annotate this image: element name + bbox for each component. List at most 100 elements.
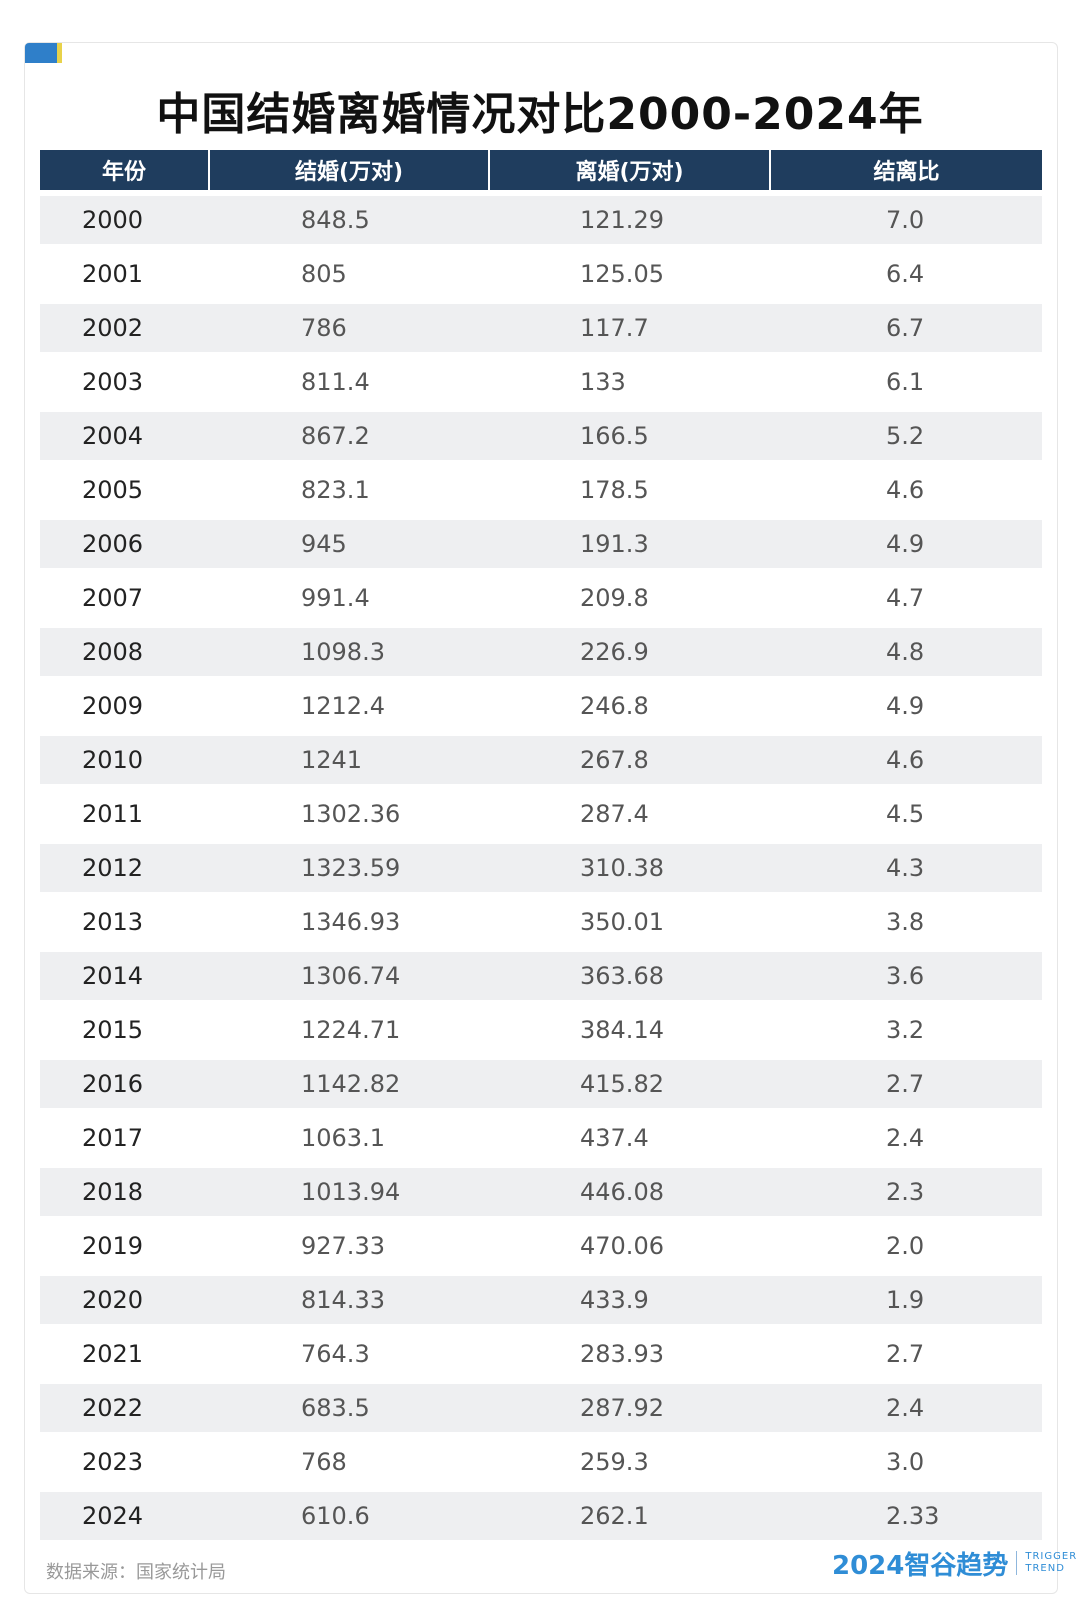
- cell-year: 2018: [82, 1178, 144, 1206]
- cell-ratio: 3.0: [886, 1448, 925, 1476]
- cell-year: 2007: [82, 584, 144, 612]
- table-body: 2000 848.5 121.29 7.0 2001 805 125.05 6.4 2002 78…: [40, 196, 1042, 1540]
- table-row: 2004 867.2 166.5 5.2: [40, 412, 1042, 460]
- cell-divorces: 287.92: [580, 1394, 664, 1422]
- cell-marriages: 991.4: [301, 584, 370, 612]
- cell-marriages: 1241: [301, 746, 363, 774]
- cell-year: 2017: [82, 1124, 144, 1152]
- cell-divorces: 209.8: [580, 584, 649, 612]
- table-row: 2024 610.6 262.1 2.33: [40, 1492, 1042, 1540]
- cell-year: 2014: [82, 962, 144, 990]
- cell-ratio: 2.0: [886, 1232, 925, 1260]
- cell-year: 2024: [82, 1502, 144, 1530]
- cell-ratio: 4.9: [886, 692, 925, 720]
- table-row: 2014 1306.74 363.68 3.6: [40, 952, 1042, 1000]
- cell-divorces: 262.1: [580, 1502, 649, 1530]
- cell-divorces: 433.9: [580, 1286, 649, 1314]
- cell-ratio: 2.33: [886, 1502, 940, 1530]
- brand-divider: [1016, 1551, 1018, 1575]
- cell-ratio: 4.6: [886, 476, 925, 504]
- cell-divorces: 446.08: [580, 1178, 664, 1206]
- cell-divorces: 191.3: [580, 530, 649, 558]
- cell-divorces: 287.4: [580, 800, 649, 828]
- brand-name: 2024智谷趋势: [832, 1550, 1009, 1581]
- cell-marriages: 1142.82: [301, 1070, 401, 1098]
- cell-marriages: 1302.36: [301, 800, 401, 828]
- cell-year: 2002: [82, 314, 144, 342]
- cell-divorces: 350.01: [580, 908, 664, 936]
- cell-ratio: 6.7: [886, 314, 925, 342]
- cell-marriages: 814.33: [301, 1286, 385, 1314]
- table-row: 2018 1013.94 446.08 2.3: [40, 1168, 1042, 1216]
- table-row: 2013 1346.93 350.01 3.8: [40, 898, 1042, 946]
- cell-marriages: 848.5: [301, 206, 370, 234]
- cell-year: 2001: [82, 260, 144, 288]
- table-row: 2002 786 117.7 6.7: [40, 304, 1042, 352]
- cell-ratio: 4.9: [886, 530, 925, 558]
- cell-marriages: 927.33: [301, 1232, 385, 1260]
- cell-year: 2006: [82, 530, 144, 558]
- cell-divorces: 125.05: [580, 260, 664, 288]
- cell-divorces: 384.14: [580, 1016, 664, 1044]
- cell-ratio: 1.9: [886, 1286, 925, 1314]
- cell-ratio: 4.5: [886, 800, 925, 828]
- cell-ratio: 4.3: [886, 854, 925, 882]
- cell-marriages: 811.4: [301, 368, 370, 396]
- cell-ratio: 2.4: [886, 1394, 925, 1422]
- cell-divorces: 246.8: [580, 692, 649, 720]
- cell-ratio: 3.8: [886, 908, 925, 936]
- table-row: 2012 1323.59 310.38 4.3: [40, 844, 1042, 892]
- cell-year: 2010: [82, 746, 144, 774]
- cell-marriages: 1346.93: [301, 908, 401, 936]
- brand-english-line1: TRIGGER: [1025, 1551, 1078, 1562]
- cell-marriages: 786: [301, 314, 347, 342]
- table-row: 2023 768 259.3 3.0: [40, 1438, 1042, 1486]
- cell-year: 2022: [82, 1394, 144, 1422]
- brand-english: TRIGGER TREND: [1025, 1551, 1077, 1575]
- table-row: 2019 927.33 470.06 2.0: [40, 1222, 1042, 1270]
- cell-ratio: 3.2: [886, 1016, 925, 1044]
- cell-year: 2012: [82, 854, 144, 882]
- cell-marriages: 610.6: [301, 1502, 370, 1530]
- cell-ratio: 7.0: [886, 206, 925, 234]
- cell-ratio: 2.3: [886, 1178, 925, 1206]
- cell-ratio: 4.6: [886, 746, 925, 774]
- table-row: 2015 1224.71 384.14 3.2: [40, 1006, 1042, 1054]
- cell-divorces: 283.93: [580, 1340, 664, 1368]
- header-ratio: 结离比: [873, 160, 940, 185]
- brand-english-line2: TREND: [1025, 1563, 1065, 1574]
- cell-marriages: 1306.74: [301, 962, 401, 990]
- table-header: 年份 结婚(万对) 离婚(万对) 结离比: [40, 150, 1042, 190]
- table-row: 2016 1142.82 415.82 2.7: [40, 1060, 1042, 1108]
- table-row: 2010 1241 267.8 4.6: [40, 736, 1042, 784]
- cell-divorces: 178.5: [580, 476, 649, 504]
- cell-marriages: 867.2: [301, 422, 370, 450]
- header-year: 年份: [40, 150, 210, 190]
- cell-year: 2011: [82, 800, 144, 828]
- cell-year: 2005: [82, 476, 144, 504]
- content-card: [24, 42, 1058, 1594]
- cell-divorces: 310.38: [580, 854, 664, 882]
- cell-divorces: 363.68: [580, 962, 664, 990]
- cell-marriages: 823.1: [301, 476, 370, 504]
- cell-ratio: 3.6: [886, 962, 925, 990]
- cell-year: 2003: [82, 368, 144, 396]
- corner-accent-mark: [25, 43, 63, 63]
- cell-year: 2020: [82, 1286, 144, 1314]
- cell-year: 2019: [82, 1232, 144, 1260]
- cell-marriages: 1098.3: [301, 638, 385, 666]
- cell-marriages: 768: [301, 1448, 347, 1476]
- cell-year: 2015: [82, 1016, 144, 1044]
- corner-accent-yellow: [57, 43, 62, 63]
- data-source-note: 数据来源：国家统计局: [46, 1562, 226, 1583]
- brand-logo: 2024智谷趋势 TRIGGER TREND: [832, 1545, 1077, 1581]
- table-row: 2003 811.4 133 6.1: [40, 358, 1042, 406]
- cell-marriages: 1212.4: [301, 692, 385, 720]
- cell-divorces: 415.82: [580, 1070, 664, 1098]
- cell-ratio: 2.7: [886, 1070, 925, 1098]
- table-row: 2006 945 191.3 4.9: [40, 520, 1042, 568]
- cell-divorces: 121.29: [580, 206, 664, 234]
- cell-ratio: 4.7: [886, 584, 925, 612]
- cell-marriages: 1063.1: [301, 1124, 385, 1152]
- cell-year: 2013: [82, 908, 144, 936]
